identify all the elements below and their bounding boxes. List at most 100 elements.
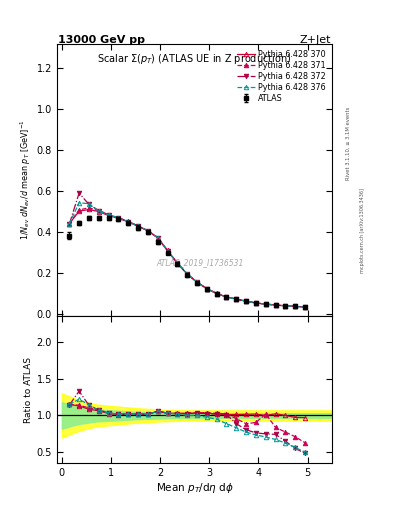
Pythia 6.428 376 [273,302,278,308]
Pythia 6.428 372 [204,286,209,292]
Pythia 6.428 370 [136,223,140,229]
Pythia 6.428 371 [86,205,91,211]
Pythia 6.428 376 [145,227,150,233]
Pythia 6.428 371 [77,207,81,213]
Pythia 6.428 371 [136,223,140,229]
Pythia 6.428 372 [303,304,307,310]
Pythia 6.428 370 [116,215,121,221]
Pythia 6.428 370 [293,303,298,309]
Y-axis label: $1/N_{ev}$ $dN_{ev}/d$ mean $p_T$ [GeV]$^{-1}$: $1/N_{ev}$ $dN_{ev}/d$ mean $p_T$ [GeV]$… [18,119,33,240]
Pythia 6.428 376 [165,248,170,254]
Pythia 6.428 371 [195,279,199,285]
Pythia 6.428 376 [224,294,229,300]
Pythia 6.428 370 [204,286,209,292]
Pythia 6.428 370 [303,304,307,310]
Pythia 6.428 370 [165,248,170,254]
Pythia 6.428 372 [136,223,140,229]
Pythia 6.428 370 [86,206,91,212]
Text: Z+Jet: Z+Jet [300,35,331,45]
Pythia 6.428 372 [224,294,229,300]
Pythia 6.428 376 [283,303,288,309]
Pythia 6.428 376 [67,221,72,227]
Pythia 6.428 376 [86,201,91,207]
Pythia 6.428 372 [185,271,189,277]
Pythia 6.428 371 [145,227,150,233]
Pythia 6.428 371 [96,207,101,214]
Pythia 6.428 376 [155,234,160,241]
Line: Pythia 6.428 376: Pythia 6.428 376 [67,201,307,309]
Pythia 6.428 376 [77,200,81,206]
Pythia 6.428 376 [185,271,189,277]
Pythia 6.428 370 [67,221,72,227]
Pythia 6.428 372 [214,290,219,296]
Pythia 6.428 370 [214,290,219,296]
Pythia 6.428 371 [126,218,130,224]
Pythia 6.428 372 [253,300,258,306]
Legend: Pythia 6.428 370, Pythia 6.428 371, Pythia 6.428 372, Pythia 6.428 376, ATLAS: Pythia 6.428 370, Pythia 6.428 371, Pyth… [235,48,328,105]
Pythia 6.428 371 [253,300,258,306]
Pythia 6.428 376 [106,211,111,218]
Line: Pythia 6.428 370: Pythia 6.428 370 [67,207,307,309]
Pythia 6.428 372 [155,234,160,241]
Pythia 6.428 372 [283,303,288,309]
Line: Pythia 6.428 372: Pythia 6.428 372 [67,191,307,309]
Pythia 6.428 372 [116,215,121,221]
Pythia 6.428 372 [244,298,248,304]
Pythia 6.428 371 [185,271,189,277]
Text: mcplots.cern.ch [arXiv:1306.3436]: mcplots.cern.ch [arXiv:1306.3436] [360,188,365,273]
Pythia 6.428 371 [116,215,121,221]
Pythia 6.428 370 [224,294,229,300]
Pythia 6.428 376 [195,279,199,285]
Pythia 6.428 370 [195,279,199,285]
Pythia 6.428 372 [234,296,239,302]
Pythia 6.428 370 [234,296,239,302]
Pythia 6.428 372 [175,260,180,266]
Pythia 6.428 370 [96,208,101,215]
Pythia 6.428 371 [244,298,248,304]
Pythia 6.428 372 [273,302,278,308]
Pythia 6.428 370 [145,228,150,234]
Pythia 6.428 370 [126,219,130,225]
Pythia 6.428 372 [145,227,150,233]
Pythia 6.428 371 [165,247,170,253]
Pythia 6.428 376 [253,300,258,306]
Pythia 6.428 370 [77,208,81,214]
Pythia 6.428 372 [263,301,268,307]
Pythia 6.428 370 [244,298,248,304]
Pythia 6.428 376 [175,260,180,266]
Pythia 6.428 372 [67,221,72,227]
Pythia 6.428 370 [273,302,278,308]
Text: ATLAS_2019_I1736531: ATLAS_2019_I1736531 [156,258,244,267]
Pythia 6.428 376 [263,301,268,307]
Pythia 6.428 372 [165,248,170,254]
Pythia 6.428 371 [204,286,209,292]
Pythia 6.428 376 [303,304,307,310]
Pythia 6.428 370 [263,301,268,307]
Pythia 6.428 376 [244,298,248,304]
Text: 13000 GeV pp: 13000 GeV pp [58,35,145,45]
Pythia 6.428 371 [175,260,180,266]
Pythia 6.428 371 [273,302,278,308]
Y-axis label: Ratio to ATLAS: Ratio to ATLAS [24,357,33,423]
Pythia 6.428 370 [155,234,160,241]
Pythia 6.428 370 [185,271,189,277]
Pythia 6.428 371 [106,211,111,218]
Pythia 6.428 371 [214,290,219,296]
Pythia 6.428 372 [195,279,199,285]
Text: Rivet 3.1.10, ≥ 3.1M events: Rivet 3.1.10, ≥ 3.1M events [346,106,351,180]
Pythia 6.428 372 [86,201,91,207]
Pythia 6.428 371 [155,234,160,241]
Pythia 6.428 370 [106,212,111,219]
Pythia 6.428 371 [67,221,72,227]
Pythia 6.428 376 [214,290,219,296]
Pythia 6.428 370 [283,303,288,309]
Pythia 6.428 376 [126,219,130,225]
Pythia 6.428 376 [293,303,298,309]
Pythia 6.428 372 [106,211,111,218]
Pythia 6.428 376 [234,296,239,302]
Pythia 6.428 372 [293,303,298,309]
X-axis label: Mean $p_T$/d$\eta$ d$\phi$: Mean $p_T$/d$\eta$ d$\phi$ [156,481,233,495]
Pythia 6.428 371 [224,294,229,300]
Pythia 6.428 372 [77,190,81,196]
Pythia 6.428 371 [293,303,298,309]
